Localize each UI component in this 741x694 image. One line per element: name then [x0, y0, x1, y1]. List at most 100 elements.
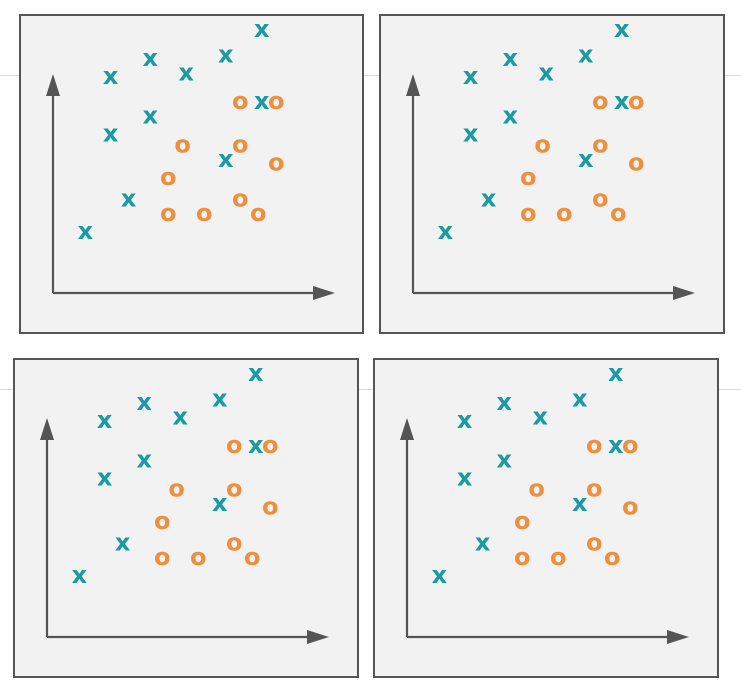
x-marker: x — [136, 388, 152, 416]
o-marker: o — [586, 528, 603, 556]
o-marker: o — [232, 87, 249, 115]
o-marker: o — [226, 431, 243, 459]
o-marker: o — [534, 130, 551, 158]
x-marker: x — [115, 528, 131, 556]
o-marker: o — [528, 474, 545, 502]
bottom-row-guide-line — [0, 389, 741, 390]
x-marker: x — [178, 58, 194, 86]
x-marker: x — [254, 87, 270, 115]
o-marker: o — [262, 431, 279, 459]
x-marker: x — [608, 359, 624, 387]
x-marker: x — [218, 40, 234, 68]
x-marker: x — [463, 62, 479, 90]
x-marker: x — [572, 384, 588, 412]
x-marker: x — [142, 102, 158, 130]
o-marker: o — [586, 431, 603, 459]
x-marker: x — [614, 15, 630, 43]
x-marker: x — [172, 402, 188, 430]
o-marker: o — [628, 87, 645, 115]
x-marker: x — [438, 217, 454, 245]
x-marker: x — [463, 120, 479, 148]
x-marker: x — [248, 431, 264, 459]
x-marker: x — [578, 40, 594, 68]
x-marker: x — [457, 406, 473, 434]
x-marker: x — [614, 87, 630, 115]
x-marker: x — [97, 464, 113, 492]
o-marker: o — [168, 474, 185, 502]
o-marker: o — [154, 543, 171, 571]
x-marker: x — [248, 359, 264, 387]
x-marker: x — [475, 528, 491, 556]
x-marker: x — [608, 431, 624, 459]
o-marker: o — [174, 130, 191, 158]
y-axis-arrowhead — [40, 418, 54, 440]
x-marker: x — [121, 184, 137, 212]
o-marker: o — [592, 130, 609, 158]
x-marker: x — [538, 58, 554, 86]
o-marker: o — [268, 87, 285, 115]
x-marker: x — [136, 446, 152, 474]
x-marker: x — [72, 561, 88, 589]
x-marker: x — [502, 44, 518, 72]
o-marker: o — [232, 130, 249, 158]
o-marker: o — [586, 474, 603, 502]
o-marker: o — [154, 507, 171, 535]
x-marker: x — [578, 145, 594, 173]
x-marker: x — [496, 388, 512, 416]
o-marker: o — [592, 184, 609, 212]
o-marker: o — [232, 184, 249, 212]
o-marker: o — [514, 507, 531, 535]
x-marker: x — [457, 464, 473, 492]
x-axis-arrowhead — [307, 630, 329, 644]
x-marker: x — [254, 15, 270, 43]
x-marker: x — [212, 384, 228, 412]
x-marker: x — [212, 489, 228, 517]
x-axis-arrowhead — [667, 630, 689, 644]
o-marker: o — [550, 543, 567, 571]
x-marker: x — [502, 102, 518, 130]
o-marker: o — [262, 492, 279, 520]
o-marker: o — [226, 528, 243, 556]
x-axis-arrowhead — [313, 286, 335, 300]
x-marker: x — [103, 62, 119, 90]
y-axis-arrowhead — [406, 74, 420, 96]
o-marker: o — [520, 163, 537, 191]
o-marker: o — [610, 199, 627, 227]
o-marker: o — [190, 543, 207, 571]
x-marker: x — [481, 184, 497, 212]
o-marker: o — [160, 163, 177, 191]
o-marker: o — [622, 431, 639, 459]
o-marker: o — [628, 148, 645, 176]
x-marker: x — [532, 402, 548, 430]
o-marker: o — [226, 474, 243, 502]
o-marker: o — [622, 492, 639, 520]
o-marker: o — [268, 148, 285, 176]
x-marker: x — [78, 217, 94, 245]
o-marker: o — [196, 199, 213, 227]
o-marker: o — [556, 199, 573, 227]
x-marker: x — [432, 561, 448, 589]
x-marker: x — [572, 489, 588, 517]
x-axis-arrowhead — [673, 286, 695, 300]
x-marker: x — [103, 120, 119, 148]
o-marker: o — [244, 543, 261, 571]
o-marker: o — [160, 199, 177, 227]
top-row-guide-line — [0, 75, 741, 76]
y-axis-arrowhead — [400, 418, 414, 440]
o-marker: o — [250, 199, 267, 227]
x-marker: x — [97, 406, 113, 434]
y-axis-arrowhead — [46, 74, 60, 96]
o-marker: o — [520, 199, 537, 227]
o-marker: o — [604, 543, 621, 571]
o-marker: o — [592, 87, 609, 115]
x-marker: x — [218, 145, 234, 173]
x-marker: x — [496, 446, 512, 474]
